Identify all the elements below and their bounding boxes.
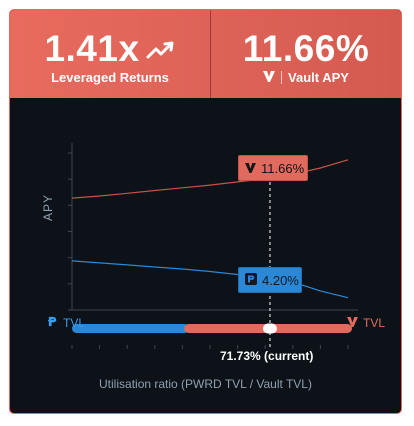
vault-apy-label: Vault APY bbox=[288, 70, 349, 85]
vault-apy-value: 11.66% bbox=[242, 28, 370, 69]
leveraged-returns-value: 1.41x bbox=[44, 28, 140, 69]
pwrd-logo-icon bbox=[47, 316, 58, 330]
slider-track-pwrd[interactable] bbox=[72, 324, 189, 333]
stats-header: 1.41x Leveraged Returns 11.66% Vault APY bbox=[10, 10, 401, 98]
vault-logo-icon bbox=[245, 161, 256, 176]
slider-handle[interactable] bbox=[262, 323, 277, 334]
x-axis-ticks bbox=[71, 345, 349, 349]
header-divider bbox=[210, 10, 211, 98]
vault-apy-stat: 11.66% Vault APY bbox=[211, 10, 401, 98]
slider-vault-label: TVL bbox=[347, 316, 385, 330]
x-axis-label: Utilisation ratio (PWRD TVL / Vault TVL) bbox=[99, 377, 312, 391]
apy-card: 1.41x Leveraged Returns 11.66% Vault APY bbox=[9, 9, 402, 414]
apy-chart: APY bbox=[41, 143, 358, 349]
pwrd-apy-line bbox=[71, 260, 349, 299]
vault-logo-icon bbox=[347, 316, 358, 330]
slider-pwrd-label: TVL bbox=[47, 316, 85, 330]
current-utilisation-label: 71.73% (current) bbox=[220, 349, 314, 363]
pwrd-logo-icon bbox=[245, 272, 257, 288]
chart-axes bbox=[68, 143, 358, 311]
leveraged-returns-stat: 1.41x Leveraged Returns bbox=[10, 10, 210, 98]
pwrd-apy-tag: 4.20% bbox=[238, 267, 302, 293]
trend-up-icon bbox=[146, 28, 176, 70]
leveraged-returns-label: Leveraged Returns bbox=[51, 70, 169, 85]
y-axis-label: APY bbox=[41, 194, 55, 221]
label-separator bbox=[281, 71, 283, 84]
vault-apy-tag: 11.66% bbox=[238, 155, 308, 181]
vault-logo-icon bbox=[263, 70, 276, 85]
